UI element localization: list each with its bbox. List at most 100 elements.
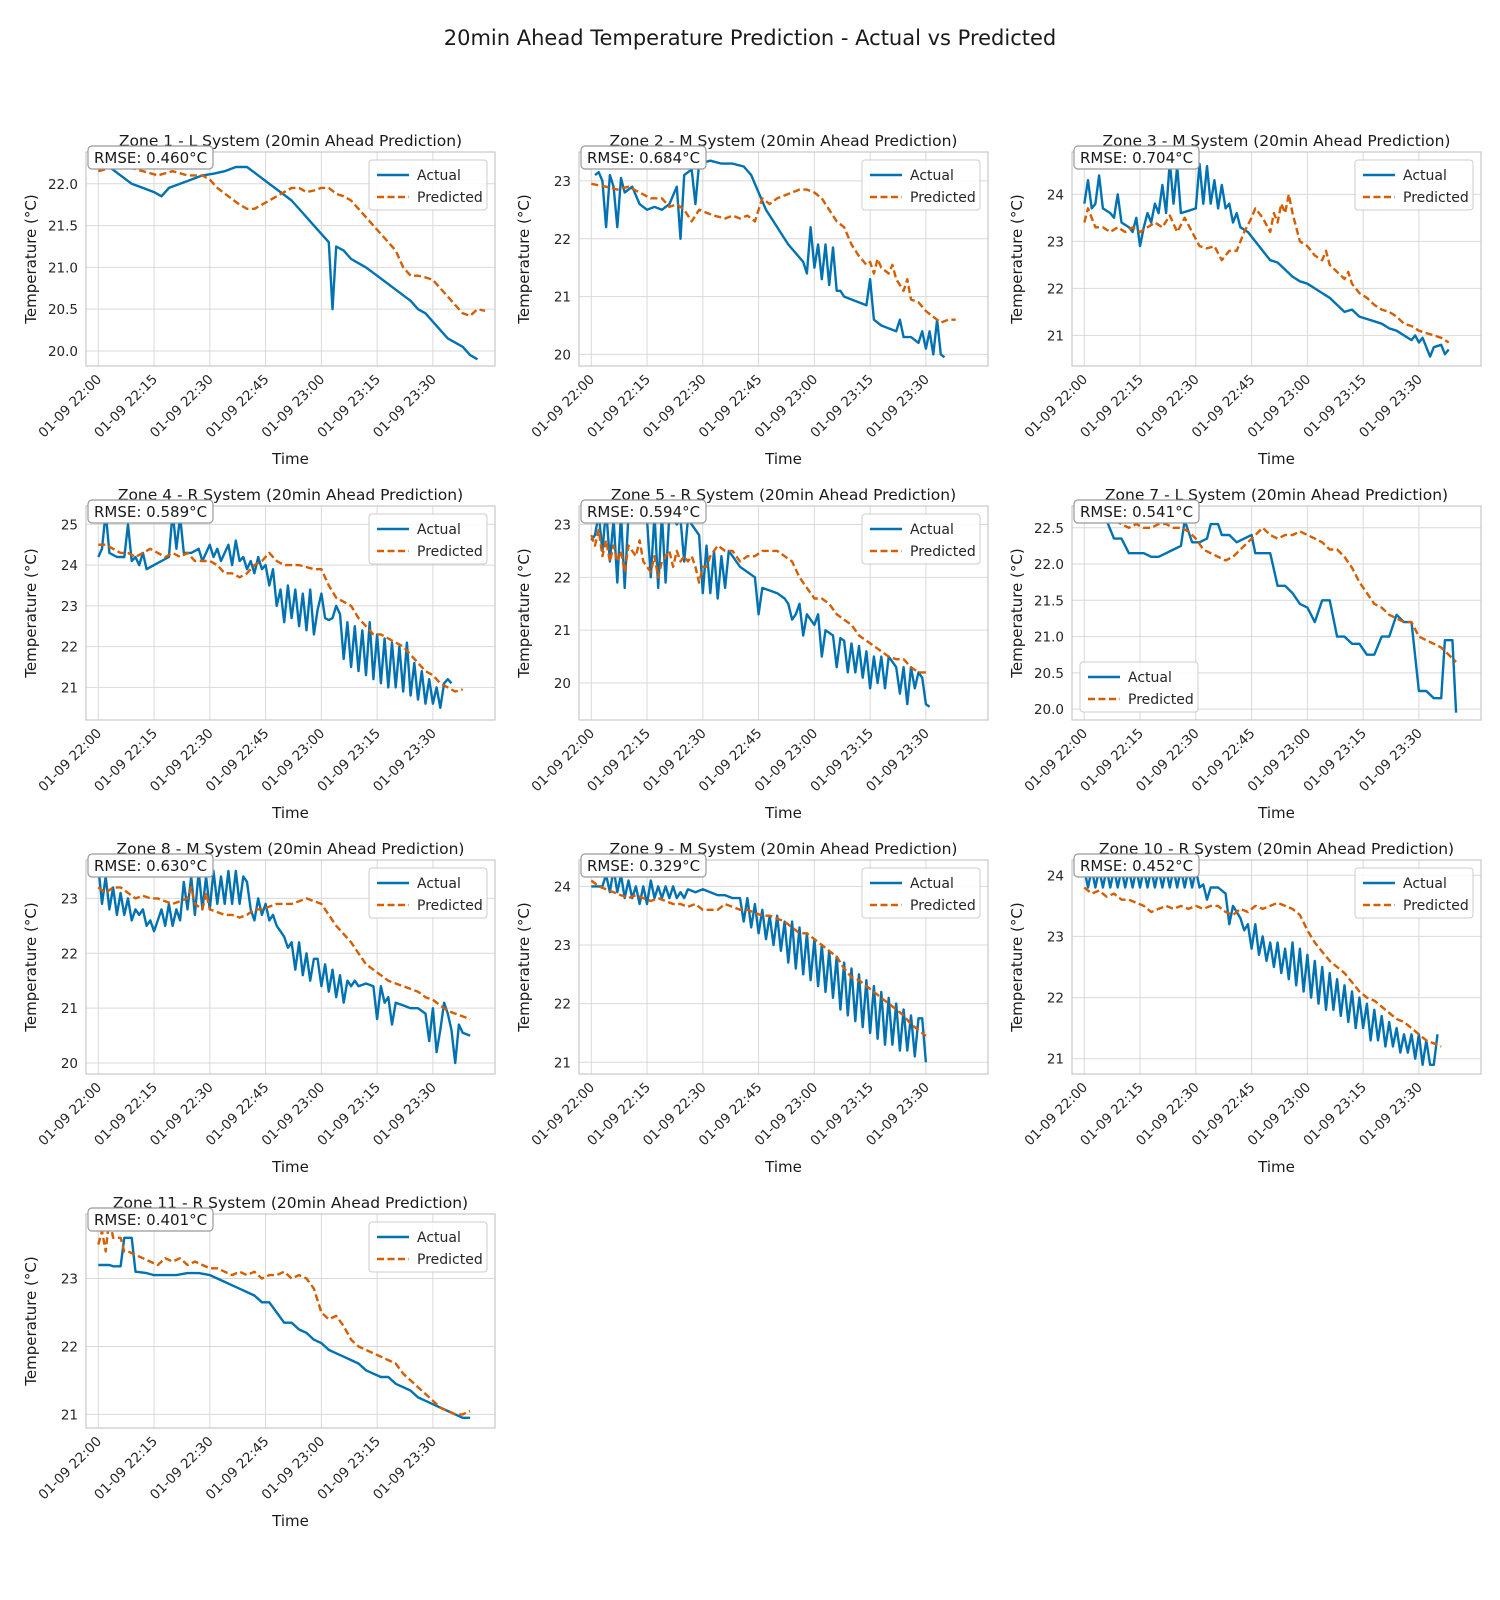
predicted-series-line — [590, 528, 926, 674]
x-axis-label: Time — [271, 804, 309, 822]
y-tick-label: 22 — [61, 1339, 78, 1355]
y-tick-label: 21.0 — [1034, 630, 1064, 646]
legend: Actual Predicted — [861, 867, 981, 919]
chart-6: 20.020.521.021.522.022.501-09 22:0001-09… — [1008, 486, 1482, 822]
rmse-text: RMSE: 0.684°C — [587, 149, 700, 167]
y-tick-label: 22 — [61, 946, 78, 962]
x-axis-label: Time — [1257, 804, 1295, 822]
plot-frame — [578, 859, 989, 1075]
y-tick-label: 22.5 — [1034, 521, 1064, 537]
plot-frame — [1071, 151, 1482, 367]
y-tick-label: 22 — [554, 997, 571, 1013]
legend: Actual Predicted — [368, 159, 488, 211]
rmse-badge: RMSE: 0.541°C — [1073, 499, 1200, 524]
legend-entry: Predicted — [417, 898, 483, 914]
actual-series-line — [97, 865, 471, 1065]
predicted-series-line — [97, 165, 486, 317]
x-axis-label: Time — [764, 1158, 802, 1176]
legend-entry: Predicted — [417, 544, 483, 560]
legend-entry: Actual — [417, 876, 461, 892]
y-axis-label: Temperature (°C) — [22, 1256, 40, 1386]
y-tick-label: 23 — [554, 174, 571, 190]
legend-entry: Actual — [910, 522, 954, 538]
y-tick-label: 22 — [61, 640, 78, 656]
y-tick-label: 20 — [554, 347, 571, 363]
y-tick-label: 21.5 — [48, 219, 78, 235]
y-tick-label: 21 — [554, 1055, 571, 1071]
y-tick-label: 23 — [554, 517, 571, 533]
plot-frame — [85, 1213, 496, 1429]
predicted-series-line — [97, 1216, 471, 1416]
legend-entry: Actual — [910, 168, 954, 184]
y-tick-label: 22.0 — [48, 177, 78, 193]
plot-frame — [1071, 505, 1482, 721]
actual-series-line — [98, 1236, 471, 1419]
rmse-badge: RMSE: 0.704°C — [1073, 145, 1200, 170]
rmse-text: RMSE: 0.401°C — [94, 1211, 207, 1229]
y-tick-label: 20.5 — [48, 302, 78, 318]
legend: Actual Predicted — [368, 867, 488, 919]
y-tick-label: 24 — [61, 558, 78, 574]
legend: Actual Predicted — [1354, 867, 1474, 919]
legend-entry: Predicted — [1403, 190, 1469, 206]
actual-series-line — [97, 510, 453, 709]
actual-series-line — [1084, 512, 1458, 713]
rmse-badge: RMSE: 0.589°C — [87, 499, 214, 524]
x-axis-label: Time — [764, 804, 802, 822]
y-axis-label: Temperature (°C) — [1008, 902, 1026, 1032]
rmse-badge: RMSE: 0.401°C — [87, 1207, 214, 1232]
rmse-badge: RMSE: 0.329°C — [580, 853, 707, 878]
rmse-text: RMSE: 0.452°C — [1080, 857, 1193, 875]
y-tick-label: 24 — [1047, 868, 1064, 884]
y-axis-label: Temperature (°C) — [515, 194, 533, 324]
y-tick-label: 22 — [554, 232, 571, 248]
legend-entry: Actual — [910, 876, 954, 892]
y-tick-label: 23 — [61, 891, 78, 907]
legend-entry: Predicted — [417, 190, 483, 206]
actual-series-line — [1083, 868, 1439, 1066]
x-axis-label: Time — [764, 450, 802, 468]
legend: Actual Predicted — [1079, 661, 1199, 713]
y-axis-label: Temperature (°C) — [515, 548, 533, 678]
y-tick-label: 21 — [61, 1407, 78, 1423]
rmse-text: RMSE: 0.589°C — [94, 503, 207, 521]
rmse-badge: RMSE: 0.630°C — [87, 853, 214, 878]
legend-entry: Predicted — [910, 898, 976, 914]
y-axis-label: Temperature (°C) — [22, 194, 40, 324]
legend-entry: Actual — [1128, 670, 1172, 686]
x-axis-label: Time — [271, 1158, 309, 1176]
rmse-text: RMSE: 0.460°C — [94, 149, 207, 167]
predicted-series-line — [97, 886, 471, 1021]
y-axis-label: Temperature (°C) — [1008, 548, 1026, 678]
y-tick-label: 22 — [554, 570, 571, 586]
y-axis-label: Temperature (°C) — [22, 548, 40, 678]
y-tick-label: 22 — [1047, 991, 1064, 1007]
predicted-series-line — [1083, 193, 1450, 344]
legend: Actual Predicted — [368, 1221, 488, 1273]
y-tick-label: 20 — [554, 676, 571, 692]
plot-frame — [578, 505, 989, 721]
legend: Actual Predicted — [861, 513, 981, 565]
y-tick-label: 21 — [1047, 1052, 1064, 1068]
y-tick-label: 20.5 — [1034, 666, 1064, 682]
y-tick-label: 25 — [61, 517, 78, 533]
y-tick-label: 23 — [61, 1272, 78, 1288]
y-tick-label: 23 — [1047, 234, 1064, 250]
predicted-series-line — [98, 543, 464, 693]
y-tick-label: 22 — [1047, 281, 1064, 297]
y-tick-label: 20.0 — [48, 344, 78, 360]
rmse-badge: RMSE: 0.460°C — [87, 145, 214, 170]
x-axis-label: Time — [1257, 1158, 1295, 1176]
legend-entry: Actual — [1403, 168, 1447, 184]
y-tick-label: 23 — [61, 599, 78, 615]
actual-series-line — [591, 867, 928, 1063]
y-tick-label: 23 — [554, 938, 571, 954]
y-tick-label: 21 — [554, 290, 571, 306]
